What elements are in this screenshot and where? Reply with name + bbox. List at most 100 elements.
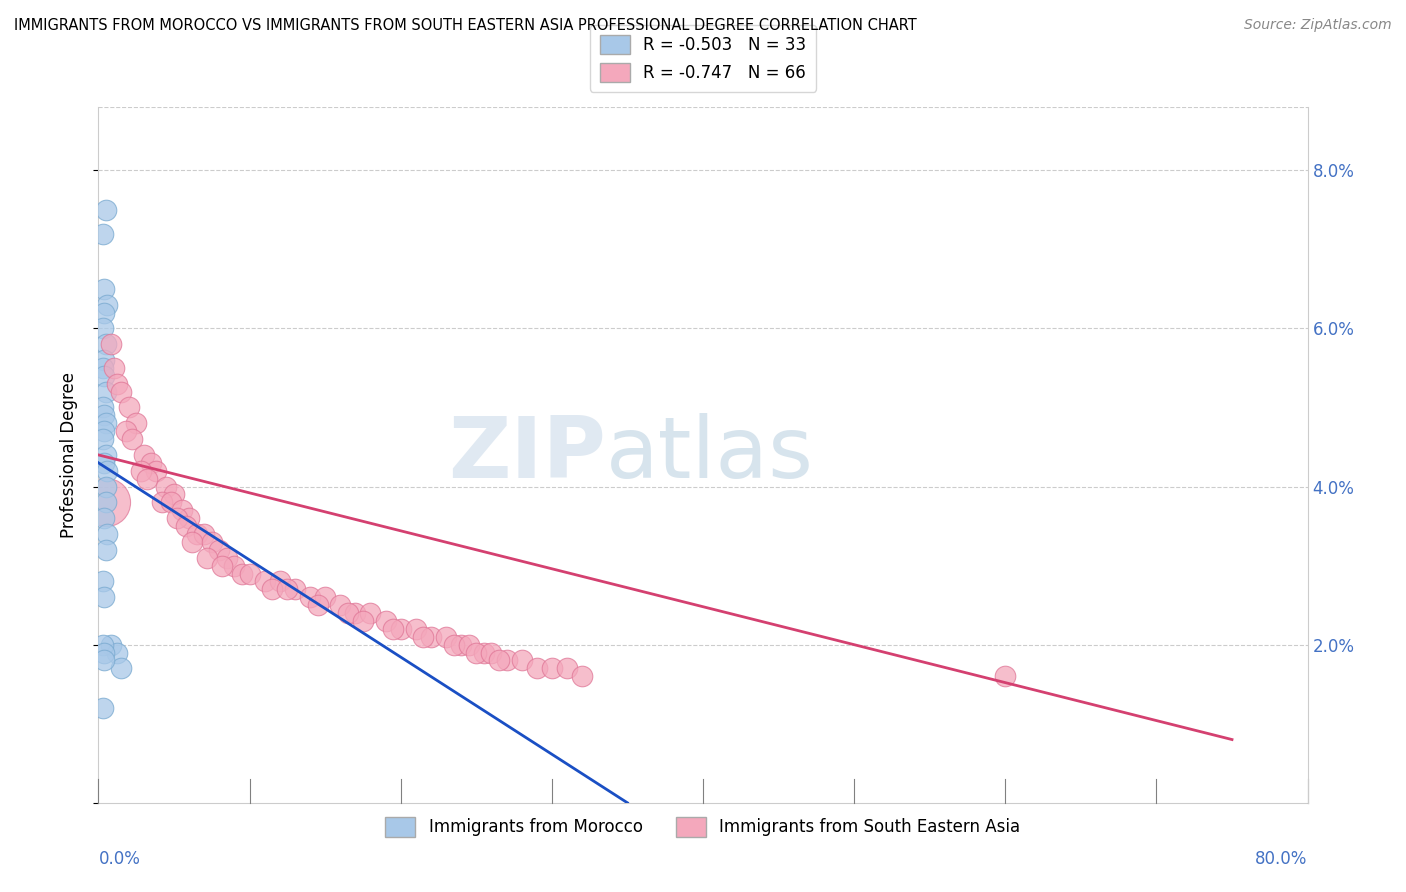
Point	[141, 456, 163, 470]
Point	[91, 701, 114, 715]
Text: 0.0%: 0.0%	[98, 850, 141, 868]
Point	[91, 321, 114, 335]
Point	[105, 646, 128, 660]
Point	[526, 661, 548, 675]
Point	[125, 417, 148, 431]
Text: IMMIGRANTS FROM MOROCCO VS IMMIGRANTS FROM SOUTH EASTERN ASIA PROFESSIONAL DEGRE: IMMIGRANTS FROM MOROCCO VS IMMIGRANTS FR…	[14, 18, 917, 33]
Point	[208, 542, 231, 557]
Point	[307, 598, 329, 612]
Point	[103, 360, 125, 375]
Point	[269, 574, 291, 589]
Point	[100, 337, 122, 351]
Point	[91, 401, 114, 415]
Point	[93, 646, 115, 660]
Point	[457, 638, 479, 652]
Point	[94, 479, 117, 493]
Point	[329, 598, 352, 612]
Point	[195, 550, 218, 565]
Point	[179, 511, 201, 525]
Point	[100, 638, 122, 652]
Point	[93, 591, 115, 605]
Point	[352, 614, 374, 628]
Point	[121, 432, 143, 446]
Point	[170, 503, 193, 517]
Point	[93, 305, 115, 319]
Point	[193, 527, 215, 541]
Point	[276, 582, 298, 597]
Text: 80.0%: 80.0%	[1256, 850, 1308, 868]
Point	[299, 591, 322, 605]
Point	[91, 360, 114, 375]
Point	[472, 646, 495, 660]
Point	[495, 653, 517, 667]
Point	[224, 558, 246, 573]
Point	[434, 630, 457, 644]
Point	[94, 495, 117, 509]
Point	[96, 527, 118, 541]
Point	[93, 653, 115, 667]
Point	[253, 574, 276, 589]
Point	[174, 519, 197, 533]
Point	[405, 622, 427, 636]
Point	[94, 417, 117, 431]
Point	[994, 669, 1017, 683]
Point	[132, 448, 155, 462]
Point	[465, 646, 488, 660]
Point	[94, 542, 117, 557]
Point	[201, 534, 224, 549]
Point	[93, 282, 115, 296]
Point	[91, 574, 114, 589]
Point	[91, 227, 114, 241]
Point	[211, 558, 233, 573]
Point	[93, 409, 115, 423]
Point	[344, 606, 367, 620]
Point	[118, 401, 141, 415]
Text: ZIP: ZIP	[449, 413, 606, 497]
Point	[114, 424, 136, 438]
Text: atlas: atlas	[606, 413, 814, 497]
Point	[145, 464, 167, 478]
Point	[571, 669, 593, 683]
Point	[488, 653, 510, 667]
Point	[93, 424, 115, 438]
Point	[360, 606, 382, 620]
Point	[94, 448, 117, 462]
Point	[314, 591, 336, 605]
Point	[186, 527, 208, 541]
Text: Source: ZipAtlas.com: Source: ZipAtlas.com	[1244, 18, 1392, 32]
Point	[284, 582, 307, 597]
Point	[94, 384, 117, 399]
Point	[389, 622, 412, 636]
Point	[540, 661, 562, 675]
Point	[129, 464, 152, 478]
Point	[160, 495, 183, 509]
Point	[91, 432, 114, 446]
Point	[420, 630, 443, 644]
Point	[94, 202, 117, 217]
Point	[510, 653, 533, 667]
Point	[382, 622, 405, 636]
Point	[215, 550, 238, 565]
Point	[163, 487, 186, 501]
Y-axis label: Professional Degree: Professional Degree	[59, 372, 77, 538]
Point	[155, 479, 177, 493]
Point	[93, 368, 115, 383]
Point	[166, 511, 188, 525]
Legend: Immigrants from Morocco, Immigrants from South Eastern Asia: Immigrants from Morocco, Immigrants from…	[378, 811, 1028, 843]
Point	[443, 638, 465, 652]
Point	[110, 661, 132, 675]
Point	[336, 606, 359, 620]
Point	[96, 464, 118, 478]
Point	[105, 376, 128, 391]
Point	[450, 638, 472, 652]
Point	[181, 534, 204, 549]
Point	[262, 582, 284, 597]
Point	[110, 384, 132, 399]
Point	[94, 337, 117, 351]
Point	[412, 630, 434, 644]
Point	[91, 638, 114, 652]
Point	[374, 614, 396, 628]
Point	[231, 566, 253, 581]
Point	[93, 511, 115, 525]
Point	[135, 472, 157, 486]
